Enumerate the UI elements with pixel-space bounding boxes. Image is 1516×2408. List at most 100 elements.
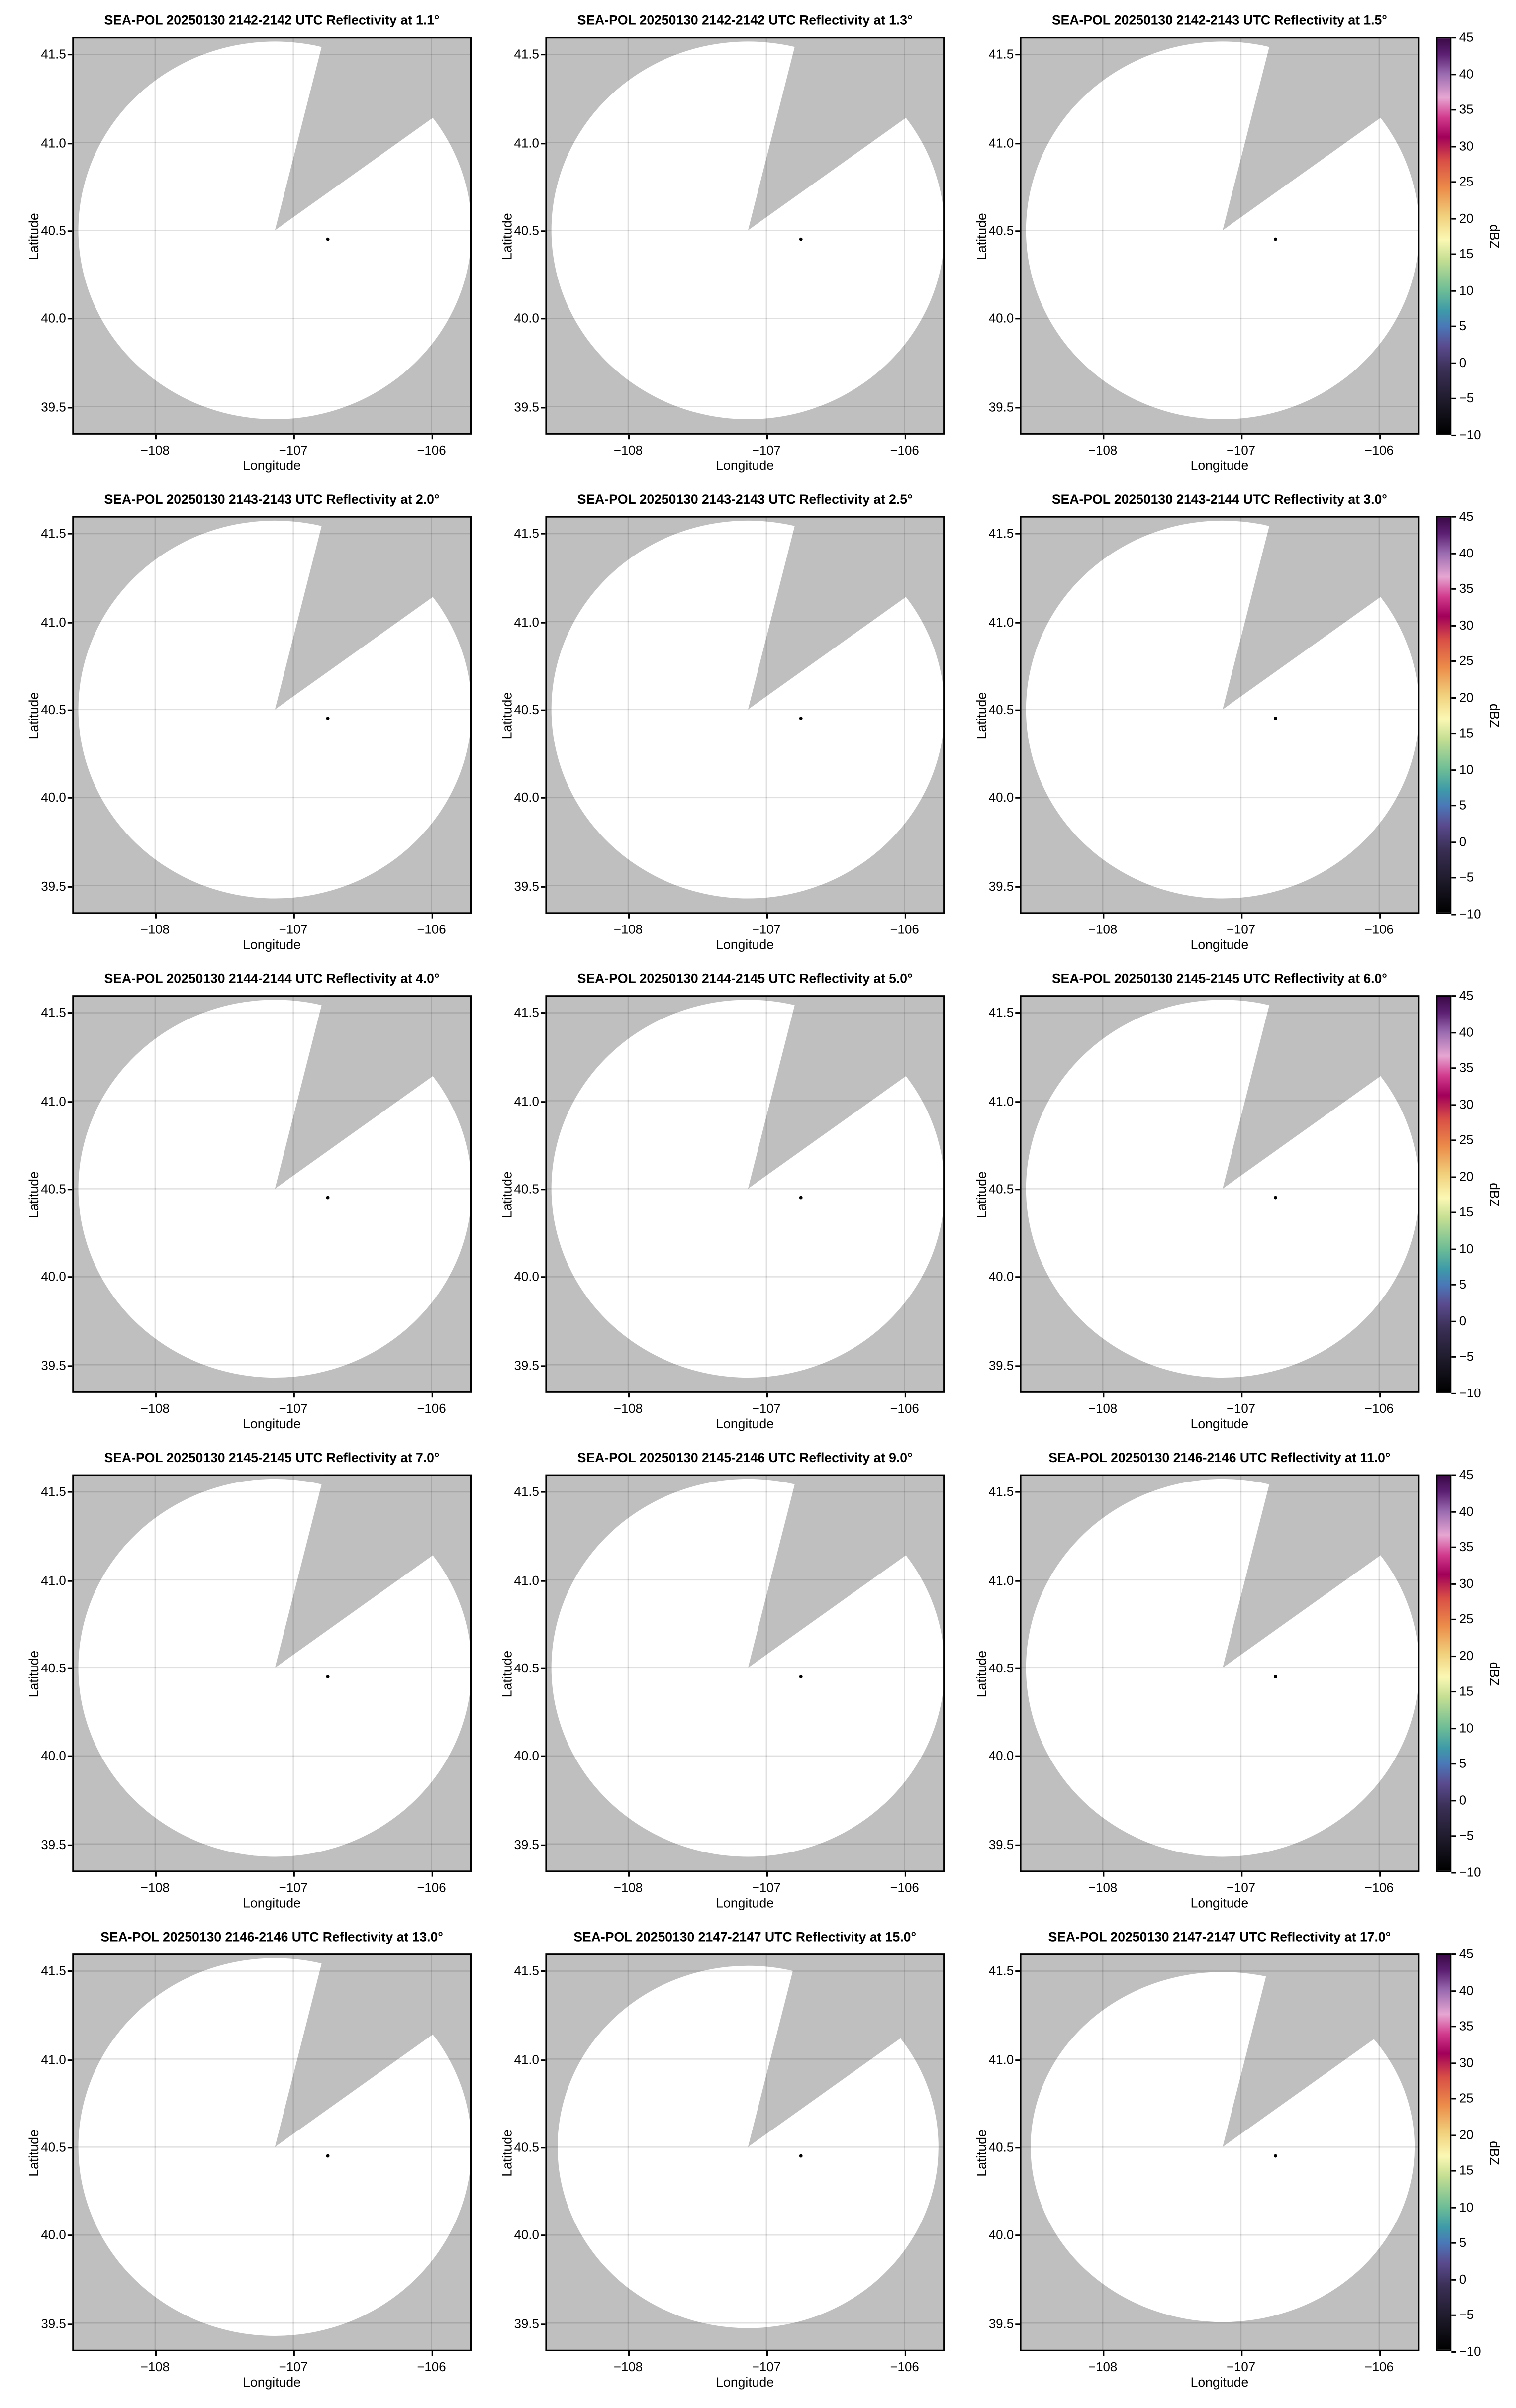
colorbar-tick-mark — [1451, 1953, 1456, 1955]
radar-location-marker — [326, 717, 330, 720]
colorbar — [1436, 1474, 1452, 1872]
y-tick-mark — [67, 1971, 73, 1972]
y-axis-label: Latitude — [26, 1170, 42, 1218]
y-tick-mark — [541, 1844, 546, 1846]
axes-frame — [1020, 516, 1420, 914]
y-tick-mark — [67, 1189, 73, 1190]
x-tick-mark — [1240, 2351, 1242, 2356]
y-tick-label: 41.0 — [988, 2051, 1014, 2067]
y-tick-label: 40.0 — [514, 1269, 539, 1285]
colorbar-tick-label: 0 — [1459, 2271, 1467, 2287]
radar-plot-area — [72, 1953, 472, 2351]
colorbar-tick-mark — [1451, 516, 1456, 518]
colorbar-tick-mark — [1451, 362, 1456, 364]
x-tick-mark — [293, 2351, 295, 2356]
x-tick-mark — [155, 914, 157, 919]
x-tick-label: −106 — [1364, 1879, 1394, 1895]
y-tick-label: 40.5 — [41, 1181, 66, 1197]
colorbar-tick-label: 30 — [1459, 1096, 1474, 1111]
colorbar-tick-label: 15 — [1459, 1204, 1474, 1220]
y-tick-mark — [541, 1189, 546, 1190]
axes-frame — [1020, 1474, 1420, 1872]
x-tick-mark — [766, 1392, 768, 1398]
axes-frame — [545, 1953, 945, 2351]
x-tick-label: −106 — [890, 2359, 919, 2375]
radar-location-marker — [799, 1675, 803, 1678]
y-tick-label: 40.5 — [41, 2139, 66, 2155]
colorbar-tick-label: −10 — [1459, 906, 1481, 922]
colorbar-tick-label: 10 — [1459, 1240, 1474, 1256]
x-tick-mark — [1103, 914, 1104, 919]
x-tick-mark — [1240, 434, 1242, 440]
y-tick-mark — [1015, 406, 1020, 408]
colorbar-tick-mark — [1451, 2026, 1456, 2027]
x-tick-label: −106 — [890, 1879, 919, 1895]
y-tick-mark — [67, 2147, 73, 2148]
axes-frame — [545, 516, 945, 914]
blocked-sector-wedge — [275, 37, 472, 231]
y-tick-mark — [67, 533, 73, 535]
y-axis-label: Latitude — [499, 691, 515, 739]
y-tick-label: 40.5 — [988, 1181, 1014, 1197]
colorbar-label: dBZ — [1487, 1661, 1503, 1685]
axes-frame — [1020, 995, 1420, 1393]
radar-plot-area — [1020, 37, 1420, 435]
colorbar-tick-mark — [1451, 2242, 1456, 2244]
y-axis-label: Latitude — [499, 212, 515, 260]
x-axis-label: Longitude — [243, 1416, 301, 1432]
blocked-sector-wedge — [1223, 1953, 1420, 2147]
colorbar-tick-mark — [1451, 1320, 1456, 1322]
x-tick-mark — [628, 2351, 630, 2356]
colorbar — [1436, 995, 1452, 1393]
y-tick-label: 39.5 — [514, 398, 539, 414]
x-tick-mark — [1240, 1872, 1242, 1877]
x-tick-label: −108 — [1088, 921, 1118, 937]
y-tick-mark — [67, 406, 73, 408]
y-tick-mark — [67, 1101, 73, 1102]
x-tick-mark — [1379, 1872, 1381, 1877]
y-axis-label: Latitude — [973, 691, 989, 739]
x-tick-mark — [155, 2351, 157, 2356]
blocked-sector-wedge — [275, 1474, 472, 1668]
colorbar-tick-label: 15 — [1459, 1683, 1474, 1699]
x-tick-mark — [766, 2351, 768, 2356]
y-tick-mark — [1015, 1579, 1020, 1581]
panel-title: SEA-POL 20250130 2145-2146 UTC Reflectiv… — [577, 1450, 913, 1466]
colorbar-tick-label: −5 — [1459, 390, 1474, 406]
panel-title: SEA-POL 20250130 2144-2145 UTC Reflectiv… — [577, 970, 913, 986]
x-tick-label: −107 — [1226, 921, 1256, 937]
y-tick-mark — [1015, 54, 1020, 56]
y-tick-mark — [67, 1013, 73, 1014]
blocked-sector-wedge — [1223, 37, 1420, 231]
y-tick-label: 41.5 — [988, 1005, 1014, 1020]
colorbar-tick-label: 0 — [1459, 355, 1467, 370]
x-tick-mark — [1379, 1392, 1381, 1398]
colorbar-label: dBZ — [1487, 223, 1503, 248]
x-tick-label: −107 — [279, 442, 308, 458]
x-tick-mark — [1103, 1392, 1104, 1398]
colorbar-tick-label: 40 — [1459, 65, 1474, 81]
colorbar-tick-mark — [1451, 2279, 1456, 2280]
y-tick-mark — [541, 1971, 546, 1972]
x-tick-mark — [293, 914, 295, 919]
y-axis-label: Latitude — [26, 212, 42, 260]
y-tick-mark — [1015, 1844, 1020, 1846]
colorbar-tick-mark — [1451, 769, 1456, 771]
colorbar-tick-label: 5 — [1459, 797, 1467, 813]
radar-plot-area — [545, 516, 945, 914]
colorbar-tick-mark — [1451, 1989, 1456, 1991]
x-tick-mark — [155, 434, 157, 440]
y-tick-label: 41.5 — [41, 1005, 66, 1020]
y-tick-label: 41.5 — [988, 47, 1014, 62]
radar-location-marker — [1274, 1196, 1277, 1200]
y-tick-label: 40.0 — [988, 2227, 1014, 2243]
colorbar-tick-label: 25 — [1459, 1132, 1474, 1148]
y-tick-mark — [1015, 1365, 1020, 1366]
y-tick-mark — [67, 54, 73, 56]
radar-plot-area — [1020, 516, 1420, 914]
y-tick-label: 40.0 — [41, 1269, 66, 1285]
axes-frame — [545, 995, 945, 1393]
colorbar-tick-mark — [1451, 2062, 1456, 2063]
radar-location-marker — [326, 2154, 330, 2158]
y-tick-label: 40.0 — [41, 310, 66, 326]
